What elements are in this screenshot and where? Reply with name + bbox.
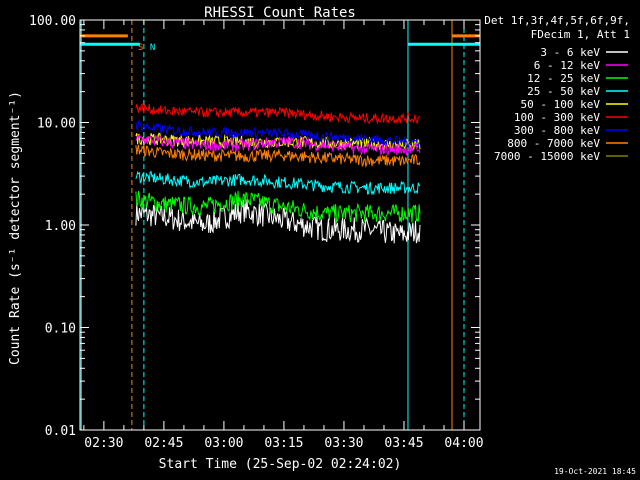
x-tick-label-0: 02:30 <box>84 436 123 451</box>
y-tick-label-2: 1.00 <box>45 219 76 234</box>
x-tick-label-3: 03:15 <box>264 436 303 451</box>
y-tick-label-3: 10.00 <box>37 117 76 132</box>
y-tick-label-4: 100.00 <box>29 14 76 29</box>
series-line-2 <box>135 190 421 224</box>
y-tick-label-1: 0.10 <box>45 322 76 337</box>
series-line-6 <box>135 119 421 148</box>
series-line-5 <box>135 102 421 125</box>
x-tick-label-4: 03:30 <box>324 436 363 451</box>
legend-label-2: 12 - 25 keV <box>527 72 600 85</box>
x-tick-label-5: 03:45 <box>384 436 423 451</box>
x-axis-label: Start Time (25-Sep-02 02:24:02) <box>159 457 402 472</box>
legend-header-line-2: FDecim 1, Att 1 <box>531 28 630 41</box>
x-tick-label-1: 02:45 <box>144 436 183 451</box>
y-axis-label: Count Rate (s⁻¹ detector segment⁻¹) <box>8 91 23 365</box>
legend-label-1: 6 - 12 keV <box>534 59 601 72</box>
legend-label-5: 100 - 300 keV <box>514 111 600 124</box>
x-tick-label-6: 04:00 <box>444 436 483 451</box>
legend-label-3: 25 - 50 keV <box>527 85 600 98</box>
plot-area: S N 0.01 0.10 1.00 10.00 100.00 02:30 02:45 03:00… <box>29 14 484 451</box>
legend-label-4: 50 - 100 keV <box>521 98 601 111</box>
series-line-7 <box>135 144 421 168</box>
series-line-1 <box>135 133 421 157</box>
series-line-0 <box>135 199 421 244</box>
legend-header-line-1: Det 1f,3f,4f,5f,6f,9f, <box>484 14 630 27</box>
chart-title: RHESSI Count Rates <box>204 5 356 21</box>
marker-label-1: N <box>150 43 155 53</box>
y-tick-label-0: 0.01 <box>45 424 76 439</box>
x-tick-label-2: 03:00 <box>204 436 243 451</box>
generated-timestamp: 19-Oct-2021 18:45 <box>554 467 636 476</box>
legend-label-0: 3 - 6 keV <box>540 46 600 59</box>
legend-label-7: 800 - 7000 keV <box>507 137 600 150</box>
series-line-3 <box>135 170 421 196</box>
legend-label-6: 300 - 800 keV <box>514 124 600 137</box>
marker-label-0: S <box>138 43 143 53</box>
legend-label-8: 7000 - 15000 keV <box>494 150 600 163</box>
